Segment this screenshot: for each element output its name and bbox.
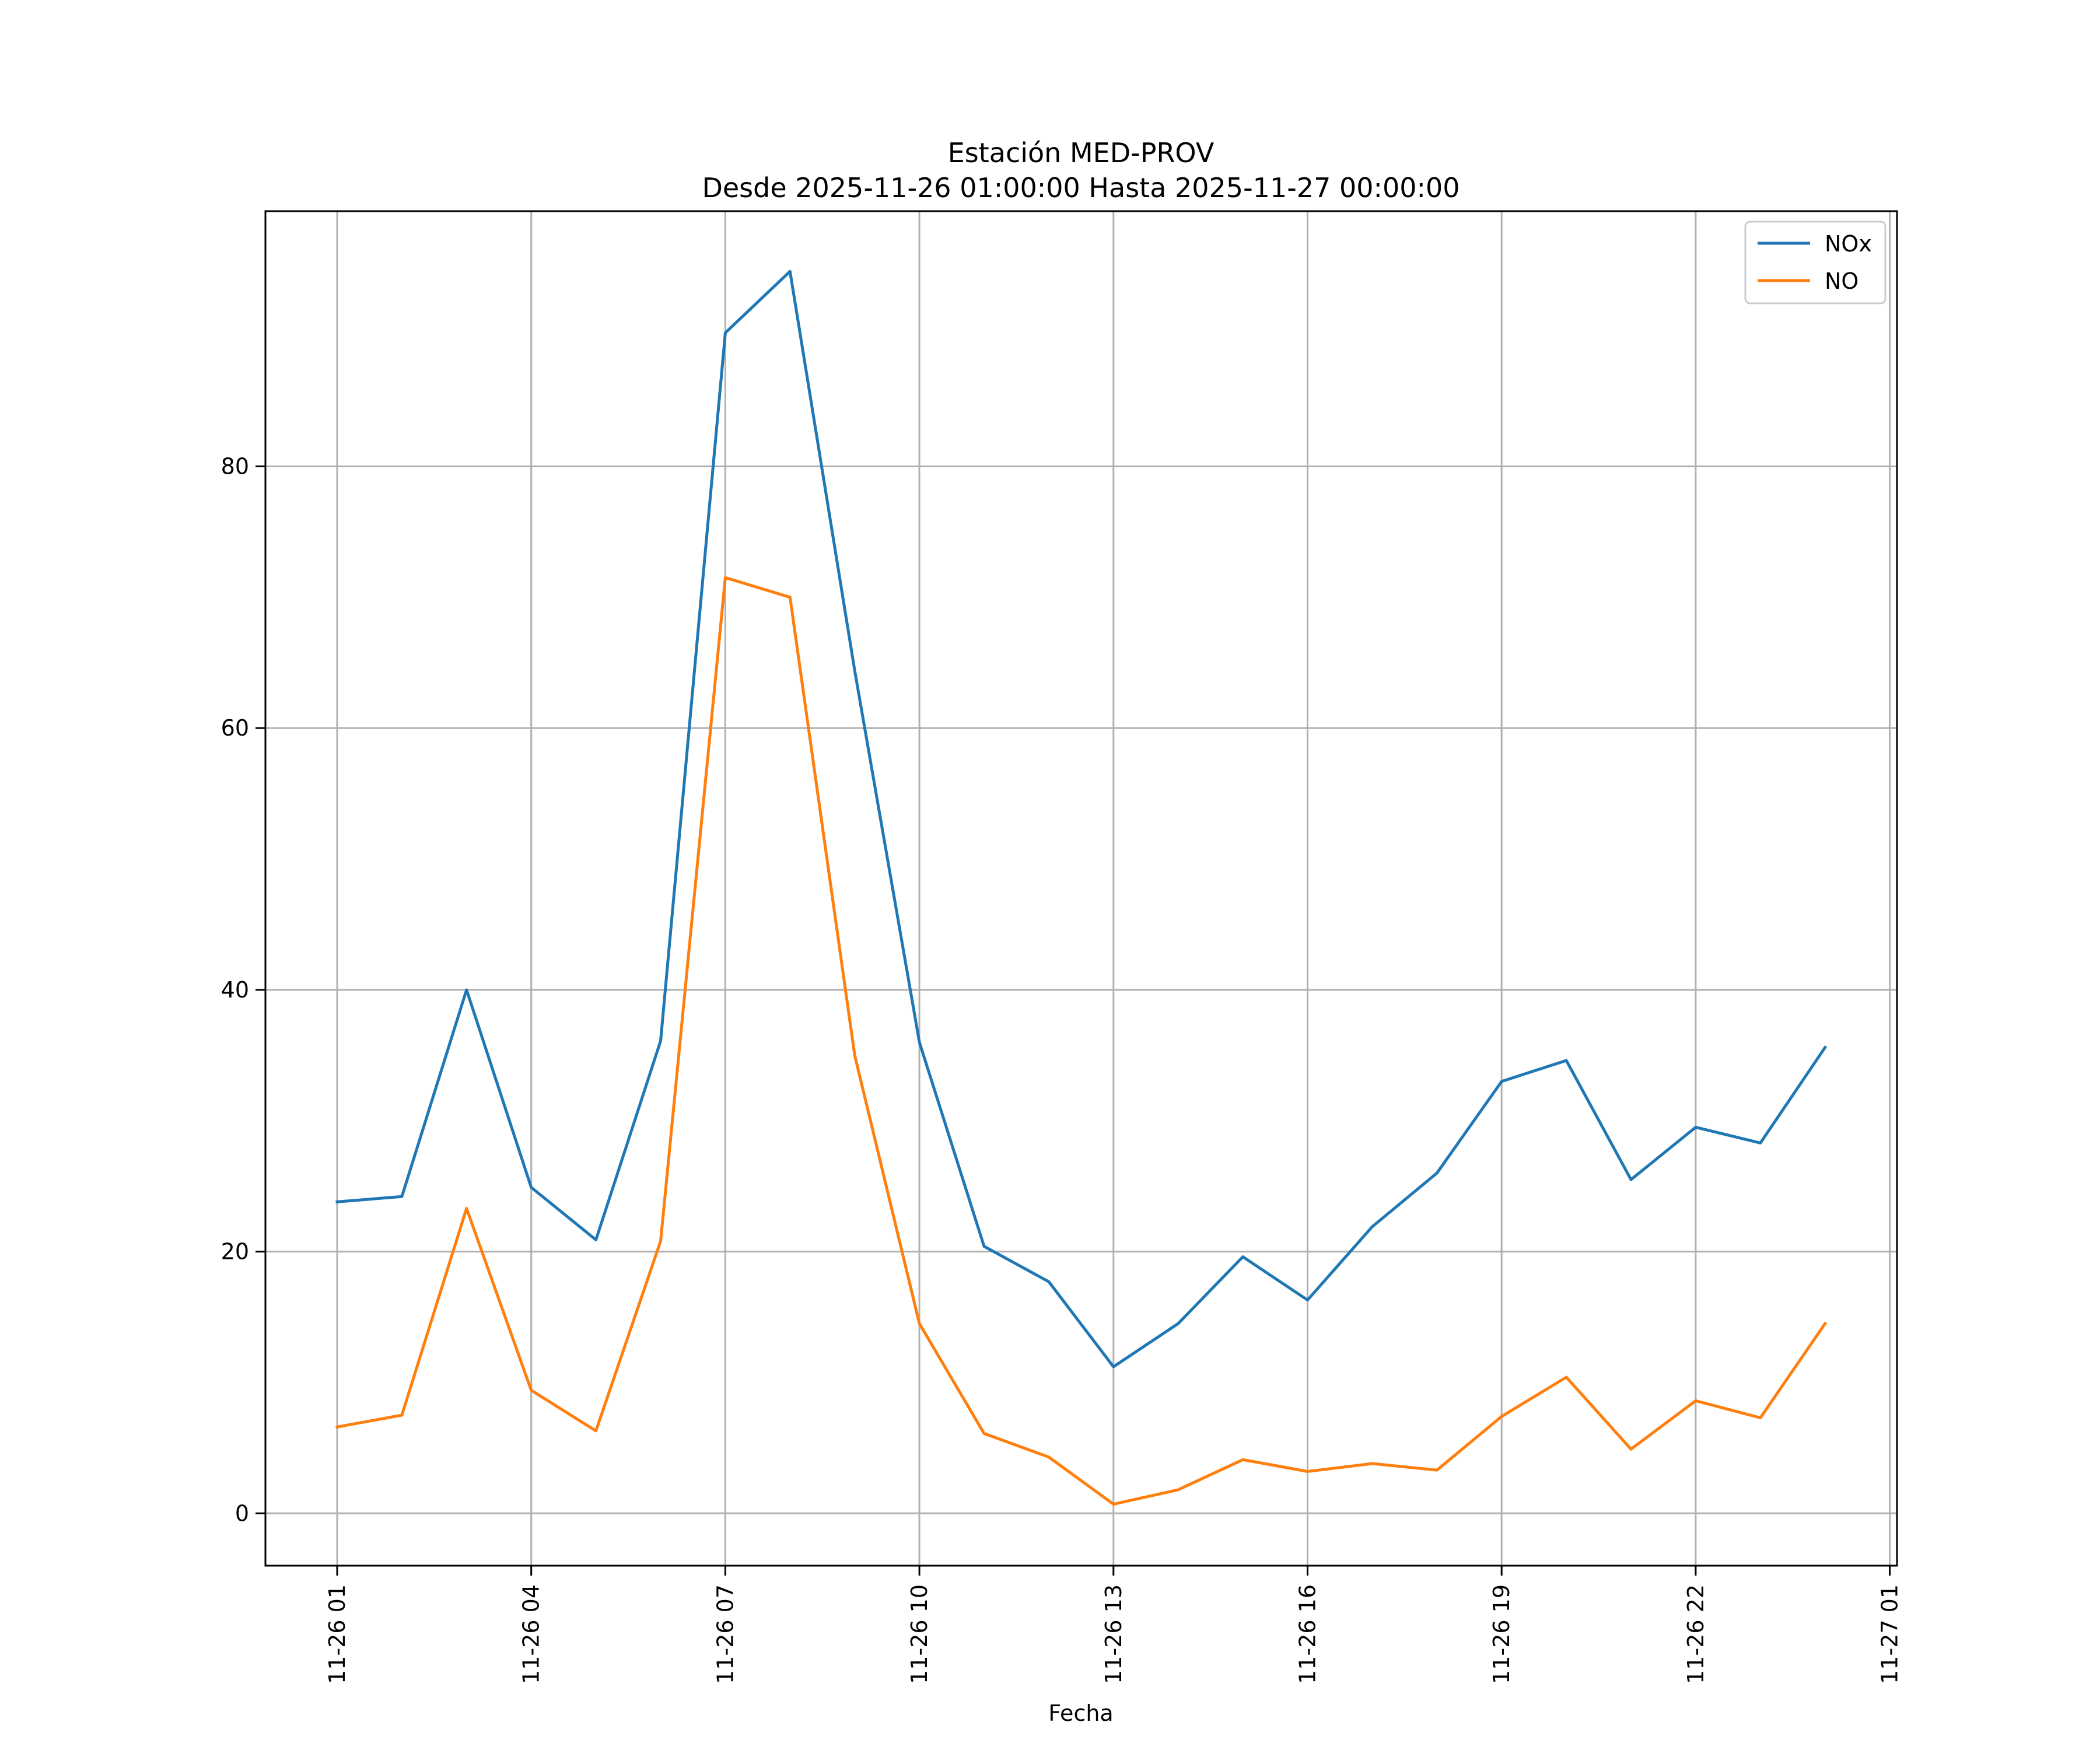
y-tick-label: 80 [221,453,249,479]
y-tick-label: 60 [221,715,249,741]
x-axis-label: Fecha [1048,1700,1113,1726]
x-tick-label: 11-26 04 [519,1584,544,1684]
y-tick-label: 0 [235,1500,249,1526]
legend: NOx NO [1744,220,1887,304]
x-tick-label: 11-26 16 [1295,1584,1321,1684]
x-tick-label: 11-26 22 [1683,1584,1709,1684]
x-tick-label: 11-26 10 [907,1584,932,1684]
chart-title: Estación MED-PROV [948,137,1214,169]
x-tick-label: 11-26 01 [324,1584,350,1684]
y-tick-label: 40 [221,977,249,1003]
y-tick-label: 20 [221,1239,249,1265]
legend-label-nox: NOx [1825,231,1872,257]
series-line-no [335,576,1828,1506]
x-tick-label: 11-26 07 [712,1584,738,1684]
x-tick-label: 11-26 13 [1101,1584,1126,1684]
chart-subtitle: Desde 2025-11-26 01:00:00 Hasta 2025-11-… [702,172,1460,204]
legend-label-no: NO [1825,268,1859,294]
series-line-nox [335,270,1828,1368]
x-tick-label: 11-27 01 [1877,1584,1903,1684]
series-layer [335,270,1828,1506]
grid [265,211,1897,1566]
plot-frame [264,210,1898,1567]
y-axis: 0 20 40 60 80 [221,453,265,1526]
x-tick-label: 11-26 19 [1489,1584,1514,1684]
x-axis: 11-26 01 11-26 04 11-26 07 11-26 10 11-26 13… [324,1566,1903,1684]
